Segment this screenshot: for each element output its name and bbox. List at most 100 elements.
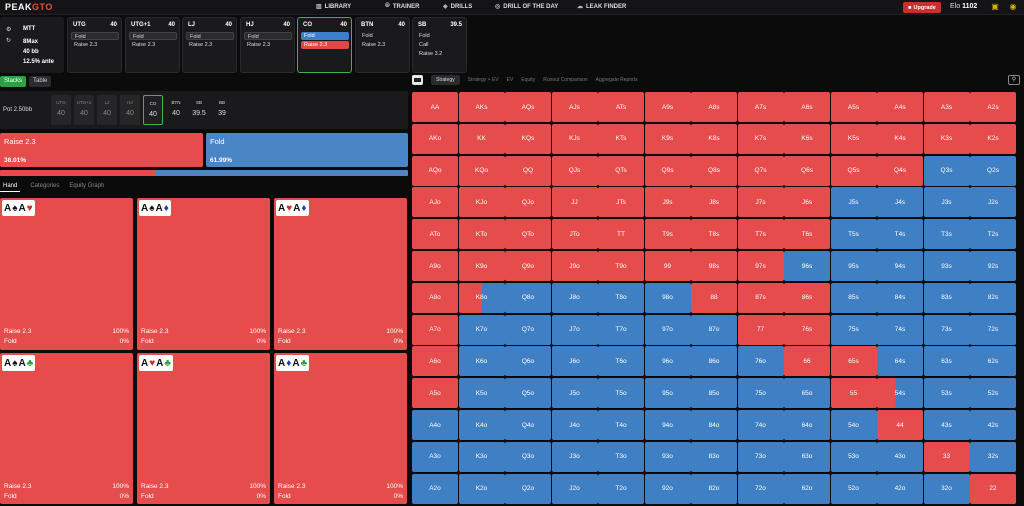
gamepad-icon[interactable]: ⚲ xyxy=(1008,75,1020,85)
range-cell-J9o[interactable]: J9o xyxy=(551,251,598,281)
range-cell-A6o[interactable]: A6o xyxy=(412,346,458,377)
combo-cell[interactable]: A ♦ A ♣ Raise 2.3 100% Fold 0% xyxy=(274,353,407,504)
range-cell-K2o[interactable]: K2o xyxy=(458,473,505,504)
range-cell-76o[interactable]: 76o xyxy=(737,346,784,377)
range-cell-83s[interactable]: 83s xyxy=(923,282,970,313)
range-cell-J5o[interactable]: J5o xyxy=(551,378,598,409)
seat-action[interactable]: Raise 2.3 xyxy=(301,41,349,49)
tab-strategy[interactable]: Strategy xyxy=(431,75,460,85)
range-cell-A7s[interactable]: A7s xyxy=(737,92,784,122)
seat-co[interactable]: CO 40 Fold Raise 2.3 xyxy=(297,17,352,73)
range-cell-65s[interactable]: 65s xyxy=(830,346,877,377)
range-cell-A3o[interactable]: A3o xyxy=(412,441,458,472)
seat-sb[interactable]: SB 39.5 Fold Call Raise 3.2 xyxy=(412,17,467,73)
range-cell-J7s[interactable]: J7s xyxy=(737,187,784,218)
chat-icon[interactable]: ▣ xyxy=(991,2,999,11)
grid-view-icon[interactable] xyxy=(412,75,423,85)
range-cell-T2s[interactable]: T2s xyxy=(970,219,1016,250)
range-cell-93o[interactable]: 93o xyxy=(644,441,691,472)
range-cell-Q6s[interactable]: Q6s xyxy=(784,155,830,186)
range-cell-A3s[interactable]: A3s xyxy=(923,92,970,122)
range-cell-Q9o[interactable]: Q9o xyxy=(505,251,551,281)
range-cell-97o[interactable]: 97o xyxy=(644,314,691,345)
range-cell-K4s[interactable]: K4s xyxy=(877,123,923,154)
range-cell-64o[interactable]: 64o xyxy=(784,410,830,440)
range-cell-94o[interactable]: 94o xyxy=(644,410,691,440)
range-cell-A7o[interactable]: A7o xyxy=(412,314,458,345)
action-raise-summary[interactable]: Raise 2.3 38.01% xyxy=(0,133,203,167)
range-cell-KJs[interactable]: KJs xyxy=(551,123,598,154)
range-cell-92o[interactable]: 92o xyxy=(644,473,691,504)
range-cell-42s[interactable]: 42s xyxy=(970,410,1016,440)
range-cell-T4s[interactable]: T4s xyxy=(877,219,923,250)
seat-action[interactable]: Call xyxy=(419,42,429,48)
seat-action[interactable]: Raise 2.3 xyxy=(247,42,271,48)
range-cell-QJs[interactable]: QJs xyxy=(551,155,598,186)
range-cell-Q8s[interactable]: Q8s xyxy=(691,155,737,186)
range-cell-T5s[interactable]: T5s xyxy=(830,219,877,250)
range-cell-54o[interactable]: 54o xyxy=(830,410,877,440)
range-cell-94s[interactable]: 94s xyxy=(877,251,923,281)
range-cell-K6s[interactable]: K6s xyxy=(784,123,830,154)
range-cell-T3o[interactable]: T3o xyxy=(598,441,644,472)
range-cell-J9s[interactable]: J9s xyxy=(644,187,691,218)
range-cell-J5s[interactable]: J5s xyxy=(830,187,877,218)
range-cell-43o[interactable]: 43o xyxy=(877,441,923,472)
range-cell-Q2o[interactable]: Q2o xyxy=(505,473,551,504)
range-cell-62s[interactable]: 62s xyxy=(970,346,1016,377)
range-cell-88[interactable]: 88 xyxy=(691,282,737,313)
range-cell-85s[interactable]: 85s xyxy=(830,282,877,313)
nav-trainer[interactable]: ⦾ TRAINER xyxy=(385,3,420,10)
seat-action[interactable]: Fold xyxy=(362,33,373,39)
range-cell-53s[interactable]: 53s xyxy=(923,378,970,409)
range-cell-AJs[interactable]: AJs xyxy=(551,92,598,122)
range-cell-42o[interactable]: 42o xyxy=(877,473,923,504)
range-cell-52o[interactable]: 52o xyxy=(830,473,877,504)
range-cell-Q2s[interactable]: Q2s xyxy=(970,155,1016,186)
range-cell-62o[interactable]: 62o xyxy=(784,473,830,504)
position-cell-sb[interactable]: SB 39.5 xyxy=(189,95,209,125)
range-cell-84s[interactable]: 84s xyxy=(877,282,923,313)
range-cell-K5s[interactable]: K5s xyxy=(830,123,877,154)
range-cell-AKs[interactable]: AKs xyxy=(458,92,505,122)
range-cell-72s[interactable]: 72s xyxy=(970,314,1016,345)
range-cell-J4o[interactable]: J4o xyxy=(551,410,598,440)
range-cell-T7s[interactable]: T7s xyxy=(737,219,784,250)
position-cell-utg-plus-1[interactable]: UTG+1 40 xyxy=(74,95,94,125)
range-cell-QTo[interactable]: QTo xyxy=(505,219,551,250)
range-cell-A5o[interactable]: A5o xyxy=(412,378,458,409)
range-cell-74s[interactable]: 74s xyxy=(877,314,923,345)
position-cell-hj[interactable]: HJ 40 xyxy=(120,95,140,125)
range-cell-73o[interactable]: 73o xyxy=(737,441,784,472)
range-cell-J8o[interactable]: J8o xyxy=(551,282,598,313)
range-cell-43s[interactable]: 43s xyxy=(923,410,970,440)
range-cell-QTs[interactable]: QTs xyxy=(598,155,644,186)
range-cell-J6o[interactable]: J6o xyxy=(551,346,598,377)
range-cell-K5o[interactable]: K5o xyxy=(458,378,505,409)
range-cell-J7o[interactable]: J7o xyxy=(551,314,598,345)
range-cell-52s[interactable]: 52s xyxy=(970,378,1016,409)
nav-leak-finder[interactable]: ☁ LEAK FINDER xyxy=(577,3,627,11)
range-cell-Q7s[interactable]: Q7s xyxy=(737,155,784,186)
range-cell-J6s[interactable]: J6s xyxy=(784,187,830,218)
range-cell-98o[interactable]: 98o xyxy=(644,282,691,313)
range-cell-86o[interactable]: 86o xyxy=(691,346,737,377)
range-cell-KJo[interactable]: KJo xyxy=(458,187,505,218)
range-cell-Q6o[interactable]: Q6o xyxy=(505,346,551,377)
range-cell-Q7o[interactable]: Q7o xyxy=(505,314,551,345)
range-cell-64s[interactable]: 64s xyxy=(877,346,923,377)
seat-action[interactable]: Fold xyxy=(186,32,234,40)
seat-action[interactable]: Raise 2.3 xyxy=(189,42,213,48)
position-cell-utg[interactable]: UTG 40 xyxy=(51,95,71,125)
upgrade-button[interactable]: ■ Upgrade xyxy=(903,2,941,13)
range-cell-65o[interactable]: 65o xyxy=(784,378,830,409)
range-cell-32s[interactable]: 32s xyxy=(970,441,1016,472)
range-cell-K8o[interactable]: K8o xyxy=(458,282,505,313)
range-cell-54s[interactable]: 54s xyxy=(877,378,923,409)
range-cell-AQo[interactable]: AQo xyxy=(412,155,458,186)
range-cell-A9s[interactable]: A9s xyxy=(644,92,691,122)
range-cell-Q3o[interactable]: Q3o xyxy=(505,441,551,472)
combo-cell[interactable]: A ♠ A ♣ Raise 2.3 100% Fold 0% xyxy=(0,353,133,504)
range-cell-QJo[interactable]: QJo xyxy=(505,187,551,218)
range-cell-73s[interactable]: 73s xyxy=(923,314,970,345)
